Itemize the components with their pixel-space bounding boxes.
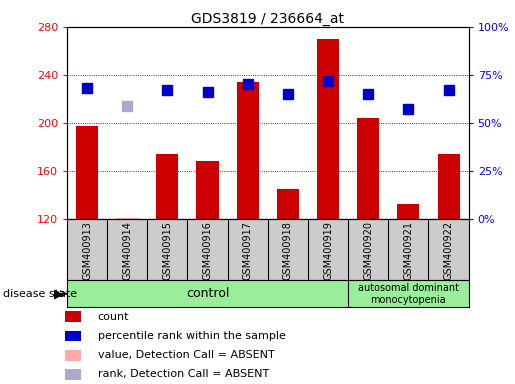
Text: ▶: ▶ <box>55 287 64 300</box>
Bar <box>398 204 419 219</box>
Text: control: control <box>186 287 229 300</box>
FancyBboxPatch shape <box>65 350 81 361</box>
Text: value, Detection Call = ABSENT: value, Detection Call = ABSENT <box>98 350 274 360</box>
Text: GSM400915: GSM400915 <box>162 221 173 280</box>
FancyBboxPatch shape <box>65 331 81 341</box>
Bar <box>116 218 138 219</box>
Text: GSM400918: GSM400918 <box>283 221 293 280</box>
Text: disease state: disease state <box>3 289 77 299</box>
Text: GSM400921: GSM400921 <box>403 221 414 280</box>
Text: GSM400916: GSM400916 <box>202 221 213 280</box>
Text: percentile rank within the sample: percentile rank within the sample <box>98 331 286 341</box>
Text: GSM400913: GSM400913 <box>82 221 92 280</box>
Text: GSM400922: GSM400922 <box>443 221 454 280</box>
Text: GSM400920: GSM400920 <box>363 221 373 280</box>
Text: GSM400917: GSM400917 <box>243 221 253 280</box>
Bar <box>237 82 259 219</box>
Bar <box>157 154 178 219</box>
FancyBboxPatch shape <box>65 369 81 380</box>
Bar <box>438 154 459 219</box>
Text: count: count <box>98 312 129 322</box>
Text: rank, Detection Call = ABSENT: rank, Detection Call = ABSENT <box>98 369 269 379</box>
Bar <box>317 39 339 219</box>
FancyBboxPatch shape <box>65 311 81 322</box>
Text: autosomal dominant
monocytopenia: autosomal dominant monocytopenia <box>358 283 459 305</box>
Text: GSM400914: GSM400914 <box>122 221 132 280</box>
Bar <box>357 118 379 219</box>
Title: GDS3819 / 236664_at: GDS3819 / 236664_at <box>191 12 345 26</box>
Text: GSM400919: GSM400919 <box>323 221 333 280</box>
Bar <box>197 161 218 219</box>
Bar <box>277 189 299 219</box>
Bar <box>76 126 98 219</box>
